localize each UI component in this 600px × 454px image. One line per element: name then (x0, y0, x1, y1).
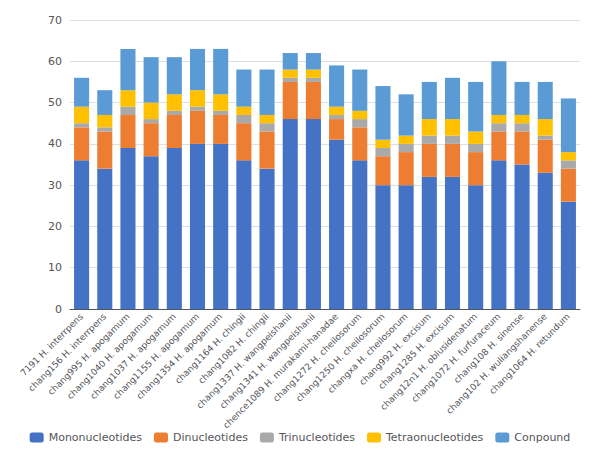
svg-text:chang1064 H. retundum: chang1064 H. retundum (487, 311, 572, 396)
svg-text:chang1250 H. cheilosorum: chang1250 H. cheilosorum (294, 311, 386, 403)
svg-text:chang1354 H. apogamum: chang1354 H. apogamum (134, 311, 225, 401)
svg-text:Mononucleotides: Mononucleotides (49, 431, 143, 444)
svg-text:chang102 H. wuliangshanense: chang102 H. wuliangshanense (444, 311, 549, 416)
svg-text:chang1164 H. chingii: chang1164 H. chingii (173, 311, 248, 386)
svg-text:Tetraonucleotides: Tetraonucleotides (385, 431, 484, 444)
svg-text:chang156 H. interrpens: chang156 H. interrpens (26, 311, 109, 394)
svg-text:20: 20 (48, 220, 62, 233)
svg-text:chang1341 H. wangpeishanii: chang1341 H. wangpeishanii (217, 311, 317, 411)
svg-text:Dinucleotides: Dinucleotides (173, 431, 248, 444)
svg-text:70: 70 (48, 14, 62, 27)
svg-text:10: 10 (48, 261, 62, 274)
svg-text:changxa H. cheilosorum: changxa H. cheilosorum (325, 311, 410, 396)
svg-text:chang12n1 H. oblusidenatum: chang12n1 H. oblusidenatum (378, 311, 480, 413)
svg-text:7191 H. interrpens: 7191 H. interrpens (18, 311, 86, 378)
svg-text:chang992 H. excisum: chang992 H. excisum (357, 311, 433, 388)
svg-text:Trinucleotides: Trinucleotides (278, 431, 355, 444)
svg-text:40: 40 (48, 137, 62, 150)
svg-text:0: 0 (55, 303, 62, 316)
svg-text:chang1337 H. wangpeishanii: chang1337 H. wangpeishanii (194, 311, 294, 411)
svg-text:chang1082 H. chingii: chang1082 H. chingii (196, 311, 271, 386)
svg-text:chang1272 H. cheilosorum: chang1272 H. cheilosorum (271, 311, 363, 403)
svg-text:50: 50 (48, 96, 62, 109)
svg-text:chence1089 H. murakami-hanadae: chence1089 H. murakami-hanadae (221, 311, 341, 431)
svg-text:chang1072 H. furfuraceum: chang1072 H. furfuraceum (409, 311, 503, 405)
svg-text:chang108 H. sinense: chang108 H. sinense (451, 311, 526, 386)
svg-text:chang1040 H. apogamum: chang1040 H. apogamum (65, 311, 155, 401)
svg-text:chang1155 H. apogamum: chang1155 H. apogamum (111, 311, 201, 401)
svg-text:60: 60 (48, 55, 62, 68)
svg-text:30: 30 (48, 179, 62, 192)
svg-text:Conpound: Conpound (514, 431, 570, 444)
svg-text:chang1285 H. excisum: chang1285 H. excisum (376, 311, 456, 392)
svg-text:chang995 H. apogamum: chang995 H. apogamum (46, 311, 132, 397)
svg-text:chang1037 H. apogamum: chang1037 H. apogamum (88, 311, 178, 401)
